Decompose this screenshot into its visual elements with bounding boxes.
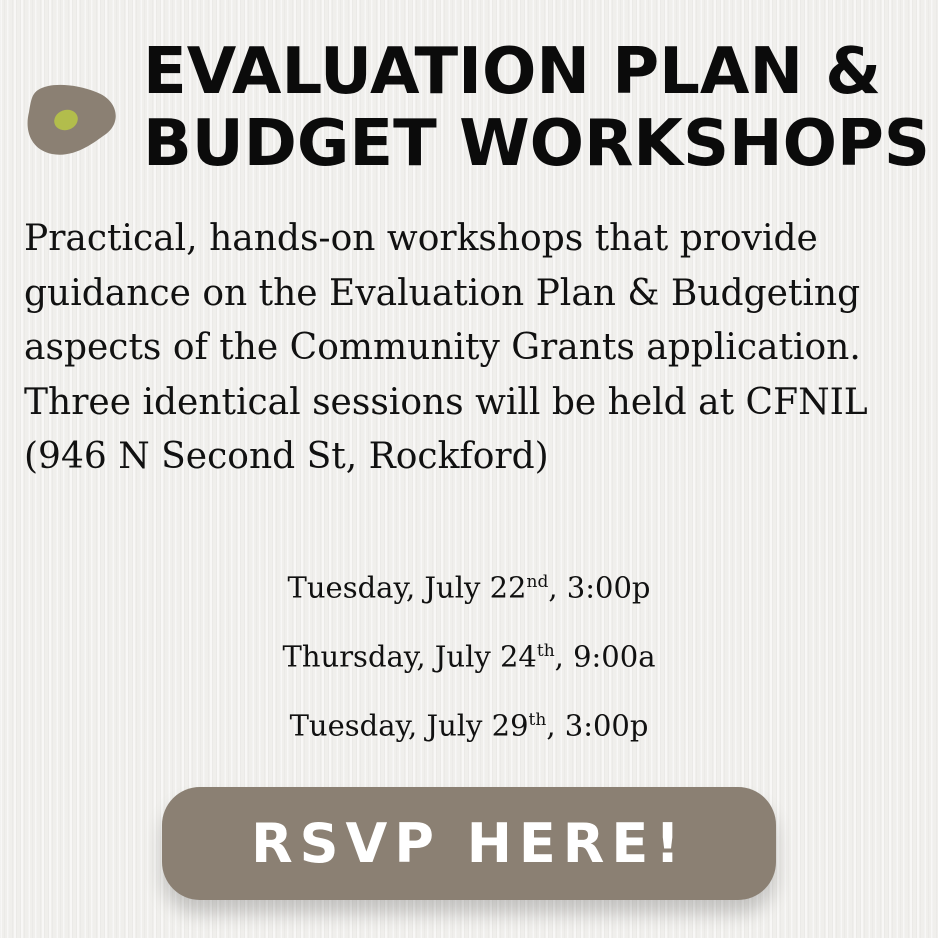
session-day: Tuesday, July 29 (289, 708, 529, 743)
logo-blob-icon (27, 84, 116, 155)
description: Practical, hands-on workshops that provi… (24, 218, 868, 477)
title-line-2: BUDGET WORKSHOPS (143, 107, 930, 181)
session-suffix: th (536, 641, 555, 661)
session-day: Tuesday, July 22 (287, 570, 527, 605)
session-item: Tuesday, July 29th, 3:00p (0, 694, 938, 763)
session-time: , 3:00p (546, 708, 649, 743)
session-suffix: nd (526, 572, 549, 592)
session-list: Tuesday, July 22nd, 3:00p Thursday, July… (0, 556, 938, 763)
session-time: , 3:00p (548, 570, 651, 605)
title-line-1: EVALUATION PLAN & (143, 35, 882, 109)
page-title: EVALUATION PLAN & BUDGET WORKSHOPS (143, 36, 930, 180)
session-item: Tuesday, July 22nd, 3:00p (0, 556, 938, 625)
session-day: Thursday, July 24 (282, 639, 537, 674)
session-suffix: th (528, 710, 547, 730)
session-time: , 9:00a (554, 639, 656, 674)
rsvp-button[interactable]: RSVP HERE! (162, 787, 776, 900)
session-item: Thursday, July 24th, 9:00a (0, 625, 938, 694)
